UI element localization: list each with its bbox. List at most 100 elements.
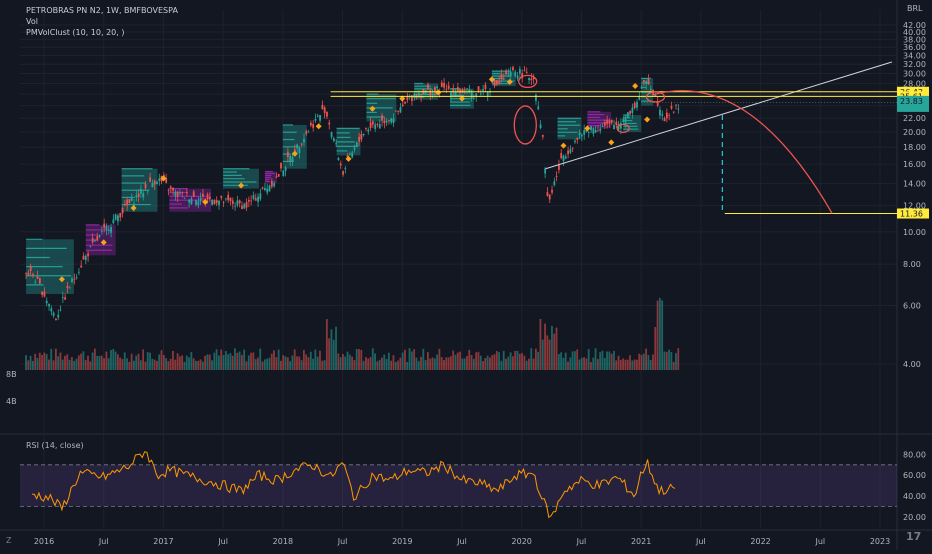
volume-bar — [583, 357, 585, 370]
volume-bar — [114, 351, 117, 370]
candle-body — [440, 82, 443, 87]
candle-body — [243, 203, 246, 209]
volume-bar — [162, 355, 165, 370]
volume-bar — [284, 356, 287, 370]
volume-bar — [675, 353, 677, 370]
candle-body — [73, 278, 76, 280]
volume-bar — [206, 354, 209, 370]
volume-bar — [197, 360, 200, 370]
timezone-icon[interactable]: Z — [6, 536, 12, 545]
volume-bar — [371, 348, 374, 370]
volume-bar — [521, 353, 523, 370]
candle-body — [638, 95, 641, 100]
symbol-title[interactable]: PETROBRAS PN N2, 1W, BMFBOVESPA — [26, 6, 178, 15]
volume-bar — [530, 348, 533, 370]
candle-body — [392, 118, 395, 123]
candle-body — [316, 115, 319, 117]
volume-bar — [509, 352, 512, 370]
y-tick-label: 38.00 — [903, 35, 926, 44]
candle-body — [89, 246, 92, 247]
volume-bar — [275, 357, 278, 370]
candle-body — [273, 183, 276, 187]
candle-body — [468, 89, 471, 93]
candle-body — [601, 126, 604, 127]
volume-bar — [661, 300, 664, 370]
volume-bar — [48, 359, 50, 370]
volume-bar — [201, 361, 204, 370]
candle-body — [479, 93, 482, 95]
candle-body — [484, 84, 487, 90]
candle-body — [358, 136, 361, 142]
volume-bar — [567, 361, 569, 370]
indicator-legend[interactable]: PMVolClust (10, 10, 20, ) — [26, 28, 125, 37]
candle-body — [169, 186, 172, 189]
candle-body — [142, 193, 145, 198]
candle-body — [523, 70, 526, 72]
candle-body — [59, 309, 62, 311]
volume-bar — [548, 339, 551, 370]
candle-body — [114, 214, 117, 220]
volume-bar — [280, 360, 282, 370]
candle-body — [199, 197, 202, 202]
volume-bar — [436, 354, 438, 370]
candle-body — [330, 131, 333, 138]
volume-bar — [511, 356, 514, 370]
candle-body — [668, 115, 671, 116]
candle-body — [378, 124, 381, 129]
candle-body — [597, 130, 599, 132]
volume-bar — [374, 353, 376, 370]
volume-bar — [383, 354, 386, 370]
candle-body — [454, 93, 457, 97]
y-tick-label: 20.00 — [903, 128, 926, 137]
candle-body — [61, 297, 64, 299]
volume-diamond-marker — [238, 182, 245, 189]
volume-bar — [387, 352, 390, 370]
candle-body — [185, 191, 188, 194]
candle-body — [583, 130, 586, 135]
volume-bar — [68, 359, 71, 370]
candle-body — [367, 129, 370, 132]
volume-bar — [238, 351, 241, 370]
x-tick-label: Jul — [814, 537, 825, 546]
candle-body — [234, 205, 236, 207]
candle-body — [36, 276, 39, 279]
volume-bar — [645, 348, 647, 370]
candle-body — [174, 191, 177, 196]
y-tick-label: 22.00 — [903, 114, 926, 123]
candle-body — [82, 255, 85, 260]
candle-body — [337, 158, 340, 161]
volume-bar — [222, 355, 225, 370]
volume-bar — [137, 353, 140, 370]
candle-body — [45, 300, 48, 304]
candle-body — [493, 80, 496, 86]
volume-bar — [302, 350, 305, 370]
volume-bar — [38, 352, 41, 370]
volume-bar — [401, 352, 404, 370]
volume-bar — [420, 356, 422, 370]
vol-legend[interactable]: Vol — [26, 17, 38, 26]
volume-bar — [245, 361, 248, 370]
volume-bar — [385, 358, 388, 370]
candle-body — [530, 78, 533, 81]
volume-diamond-marker — [632, 83, 639, 90]
candle-body — [507, 72, 510, 75]
volume-bar — [169, 358, 172, 370]
candle-body — [450, 93, 452, 98]
volume-bar — [525, 360, 528, 370]
volume-bar — [259, 348, 262, 370]
volume-diamond-marker — [291, 150, 298, 157]
candle-body — [112, 219, 115, 224]
volume-bar — [236, 352, 239, 370]
candle-body — [321, 105, 324, 110]
candle-body — [374, 124, 377, 129]
y-tick-label: 28.00 — [903, 79, 926, 88]
volume-bar — [544, 323, 546, 370]
candle-body — [71, 278, 73, 282]
volume-bar — [459, 351, 461, 370]
candle-body — [569, 149, 572, 153]
volume-bar — [392, 355, 395, 370]
candle-body — [521, 73, 524, 79]
volume-bar — [165, 358, 167, 370]
